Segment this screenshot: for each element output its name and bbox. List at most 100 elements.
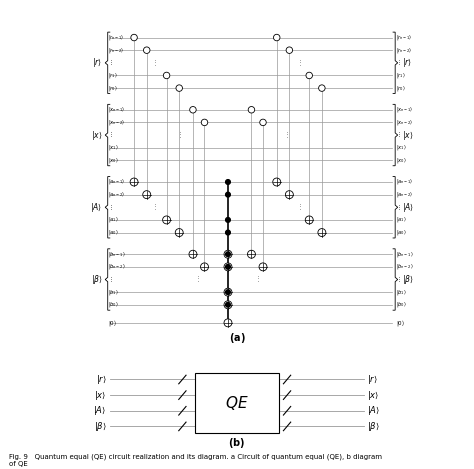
Text: $\vdots$: $\vdots$ [396,59,401,67]
Text: $\vdots$: $\vdots$ [296,58,302,68]
Text: $\vdots$: $\vdots$ [396,203,401,212]
Text: $\vdots$: $\vdots$ [109,275,113,284]
Text: $|a_1\rangle$: $|a_1\rangle$ [396,215,407,224]
Text: $|b_0\rangle$: $|b_0\rangle$ [396,300,407,309]
Text: $\vdots$: $\vdots$ [151,58,157,68]
Text: $|b_{n-2}\rangle$: $|b_{n-2}\rangle$ [109,262,126,272]
Text: $\vdots$: $\vdots$ [283,130,289,140]
Circle shape [131,34,137,41]
Text: $\vdots$: $\vdots$ [109,131,113,139]
Circle shape [189,250,197,258]
Text: $|A\rangle$: $|A\rangle$ [401,201,414,214]
Text: $|a_0\rangle$: $|a_0\rangle$ [396,228,407,237]
Text: $|x\rangle$: $|x\rangle$ [94,389,107,401]
Circle shape [130,178,138,186]
Circle shape [260,119,266,126]
Circle shape [175,228,183,236]
Text: $|x_1\rangle$: $|x_1\rangle$ [396,143,407,152]
Text: $|x_{n-2}\rangle$: $|x_{n-2}\rangle$ [109,118,126,127]
Text: $|a_{n-1}\rangle$: $|a_{n-1}\rangle$ [109,177,126,187]
Text: $|x\rangle$: $|x\rangle$ [91,129,102,142]
Circle shape [226,180,230,184]
Circle shape [226,265,230,269]
Text: $|A\rangle$: $|A\rangle$ [90,201,102,214]
Text: $|b_{n-1}\rangle$: $|b_{n-1}\rangle$ [109,250,126,259]
Text: $\vdots$: $\vdots$ [194,275,200,284]
Circle shape [306,72,312,79]
Circle shape [224,263,232,271]
Circle shape [144,47,150,53]
Circle shape [163,216,171,224]
Text: $|x_0\rangle$: $|x_0\rangle$ [396,156,407,165]
Circle shape [259,263,267,271]
Text: $|r_{n-2}\rangle$: $|r_{n-2}\rangle$ [396,45,412,55]
Text: $\mathit{QE}$: $\mathit{QE}$ [225,394,249,412]
Text: $\mathbf{(a)}$: $\mathbf{(a)}$ [228,332,246,345]
Text: $\vdots$: $\vdots$ [109,203,113,212]
Text: $|r\rangle$: $|r\rangle$ [401,56,412,69]
Text: $|0\rangle$: $|0\rangle$ [396,318,405,328]
Circle shape [224,319,232,327]
Text: $|r\rangle$: $|r\rangle$ [96,373,107,386]
Circle shape [224,301,232,309]
Text: $|A\rangle$: $|A\rangle$ [367,404,381,417]
Text: $|r\rangle$: $|r\rangle$ [367,373,378,386]
Text: $|\beta\rangle$: $|\beta\rangle$ [401,273,413,286]
Text: $|A\rangle$: $|A\rangle$ [93,404,107,417]
Circle shape [226,218,230,222]
Text: $\vdots$: $\vdots$ [396,131,401,139]
Text: $|\beta\rangle$: $|\beta\rangle$ [94,420,107,433]
Text: $|b_{n-1}\rangle$: $|b_{n-1}\rangle$ [396,250,413,259]
Text: $|r\rangle$: $|r\rangle$ [92,56,102,69]
Text: $|\beta\rangle$: $|\beta\rangle$ [91,273,102,286]
Text: $|a_{n-2}\rangle$: $|a_{n-2}\rangle$ [396,190,413,199]
Text: $|a_0\rangle$: $|a_0\rangle$ [109,228,119,237]
Text: $\vdots$: $\vdots$ [176,130,182,140]
Circle shape [226,303,230,307]
Circle shape [226,230,230,235]
Text: $|x_1\rangle$: $|x_1\rangle$ [109,143,119,152]
Circle shape [273,34,280,41]
Text: $|r_1\rangle$: $|r_1\rangle$ [396,71,406,80]
Circle shape [190,106,196,113]
Circle shape [226,192,230,197]
Text: $\vdots$: $\vdots$ [254,275,260,284]
Circle shape [247,250,255,258]
Circle shape [248,106,255,113]
Circle shape [286,47,292,53]
Text: $|\beta\rangle$: $|\beta\rangle$ [367,420,380,433]
Text: $|x_{n-2}\rangle$: $|x_{n-2}\rangle$ [396,118,413,127]
Text: $|x_0\rangle$: $|x_0\rangle$ [109,156,119,165]
Text: $\vdots$: $\vdots$ [109,59,113,67]
Text: $|r_{n-2}\rangle$: $|r_{n-2}\rangle$ [109,45,125,55]
Text: $|r_{n-1}\rangle$: $|r_{n-1}\rangle$ [396,33,412,42]
Text: $|x\rangle$: $|x\rangle$ [401,129,413,142]
Circle shape [164,72,170,79]
Circle shape [319,85,325,91]
Circle shape [224,250,232,258]
Circle shape [226,252,230,257]
Text: $|r_0\rangle$: $|r_0\rangle$ [109,83,118,92]
Text: $|b_{n-2}\rangle$: $|b_{n-2}\rangle$ [396,262,413,272]
Text: $\vdots$: $\vdots$ [151,203,157,212]
Circle shape [285,191,293,198]
Circle shape [176,85,182,91]
Circle shape [305,216,313,224]
Text: $|x\rangle$: $|x\rangle$ [367,389,380,401]
Text: $|b_0\rangle$: $|b_0\rangle$ [109,300,119,309]
Text: Fig. 9   Quantum equal (QE) circuit realization and its diagram. a Circuit of qu: Fig. 9 Quantum equal (QE) circuit realiz… [9,453,383,467]
Text: $|a_1\rangle$: $|a_1\rangle$ [109,215,119,224]
Text: $\vdots$: $\vdots$ [396,275,401,284]
Circle shape [273,178,281,186]
Text: $|r_{n-1}\rangle$: $|r_{n-1}\rangle$ [109,33,125,42]
Text: $|x_{n-1}\rangle$: $|x_{n-1}\rangle$ [109,105,126,114]
Text: $|0\rangle$: $|0\rangle$ [109,318,118,328]
Circle shape [201,119,208,126]
Text: $|x_{n-1}\rangle$: $|x_{n-1}\rangle$ [396,105,413,114]
Circle shape [143,191,151,198]
Text: $|a_{n-2}\rangle$: $|a_{n-2}\rangle$ [109,190,126,199]
Text: $|r_1\rangle$: $|r_1\rangle$ [109,71,118,80]
Circle shape [224,288,232,296]
Text: $\mathbf{(b)}$: $\mathbf{(b)}$ [228,436,246,450]
Text: $\vdots$: $\vdots$ [296,203,302,212]
